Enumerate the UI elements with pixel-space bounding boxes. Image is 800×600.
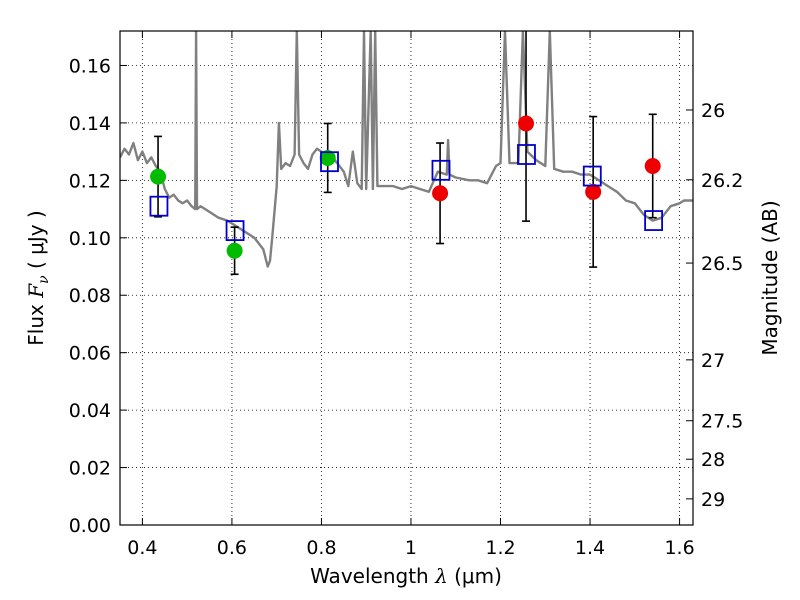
plot-background — [120, 31, 693, 525]
y-axis-label: Flux Fν ( μJy ) — [24, 210, 52, 345]
x-tick-label: 0.8 — [306, 537, 336, 559]
y-tick-label: 0.12 — [69, 170, 111, 192]
y-tick-label: 0.02 — [69, 458, 111, 480]
x-tick-label: 1.2 — [485, 537, 515, 559]
right-axis-label: Magnitude (AB) — [758, 200, 782, 355]
x-tick-label: 0.6 — [217, 537, 247, 559]
markers — [149, 115, 664, 259]
right-tick-label: 27 — [701, 350, 725, 372]
model-square — [644, 210, 664, 231]
x-tick-label: 1 — [405, 537, 417, 559]
right-tick-label: 26.2 — [701, 170, 743, 192]
ticks: 0.4 0.6 0.8 1 1.2 1.4 1.6 0.00 0.02 0.04 0.06 0.08 0… — [69, 31, 743, 559]
model-square — [149, 195, 169, 217]
right-tick-label: 27.5 — [701, 411, 743, 433]
model-square — [582, 165, 602, 187]
model-square — [517, 144, 536, 165]
x-tick-label: 1.6 — [664, 537, 694, 559]
y-tick-label: 0.16 — [69, 55, 111, 77]
data-point — [585, 183, 602, 200]
data-point — [150, 168, 167, 185]
y-tick-label: 0.06 — [69, 343, 111, 365]
y-tick-label: 0.00 — [69, 515, 111, 537]
right-tick-label: 28 — [701, 449, 725, 471]
model-square — [225, 220, 245, 242]
y-tick-label: 0.08 — [69, 285, 111, 307]
model-square — [431, 159, 451, 181]
plot-content — [120, 31, 693, 276]
data-point — [644, 157, 661, 174]
x-axis-label: Wavelength λ (μm) — [310, 564, 502, 588]
plot-frame — [119, 30, 694, 526]
x-tick-label: 1.4 — [575, 537, 605, 559]
model-spectrum-line — [120, 31, 693, 268]
data-point — [432, 185, 449, 202]
x-tick-label: 0.4 — [127, 537, 157, 559]
right-tick-label: 29 — [701, 489, 725, 511]
right-tick-label: 26 — [701, 100, 725, 122]
y-tick-label: 0.04 — [69, 400, 111, 422]
data-point — [226, 242, 243, 259]
y-tick-label: 0.10 — [69, 228, 111, 250]
y-tick-label: 0.14 — [69, 113, 111, 135]
model-square — [320, 151, 339, 173]
right-tick-label: 26.5 — [701, 253, 743, 275]
data-point — [518, 115, 535, 132]
